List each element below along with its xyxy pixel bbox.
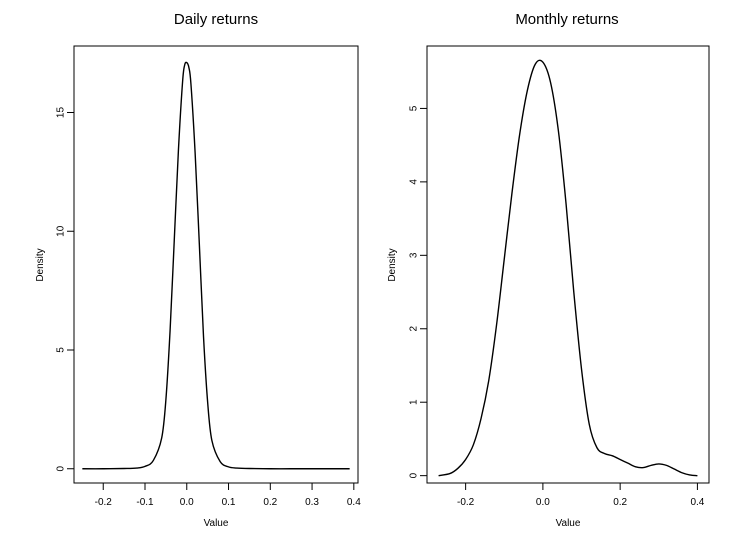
x-axis: -0.2 -0.1 0.0 0.1 0.2 0.3 0.4 (95, 483, 361, 508)
x-axis: -0.2 0.0 0.2 0.4 (457, 483, 705, 508)
y-tick-label: 1 (409, 399, 420, 405)
panel-daily-returns: Daily returns Value Density -0.2 -0.1 0.0 0… (35, 11, 361, 529)
x-tick-label: 0.0 (536, 497, 550, 508)
y-tick-label: 3 (409, 252, 420, 258)
y-tick-label: 5 (409, 105, 420, 111)
x-tick-label: 0.2 (263, 497, 277, 508)
y-tick-label: 0 (56, 466, 67, 472)
chart-title: Monthly returns (515, 11, 618, 28)
x-tick-label: 0.4 (690, 497, 704, 508)
plot-frame (426, 45, 710, 484)
y-tick-label: 5 (56, 347, 67, 353)
y-axis-label: Density (35, 248, 46, 281)
y-tick-label: 4 (409, 179, 420, 185)
y-axis-label: Density (387, 248, 398, 281)
x-axis-label: Value (556, 518, 581, 529)
density-line (438, 59, 698, 477)
plot-frame (73, 45, 359, 484)
chart-title: Daily returns (174, 11, 258, 28)
x-tick-label: -0.2 (457, 497, 475, 508)
y-axis: 0 5 10 15 (56, 107, 74, 472)
y-tick-label: 15 (56, 107, 67, 119)
density-line (82, 61, 350, 470)
y-axis: 0 1 2 3 4 5 (409, 105, 427, 478)
panel-monthly-returns: Monthly returns Value Density -0.2 0.0 0.2… (387, 11, 710, 529)
x-tick-label: -0.1 (136, 497, 154, 508)
y-tick-label: 2 (409, 326, 420, 332)
x-tick-label: 0.3 (305, 497, 319, 508)
y-tick-label: 10 (56, 225, 67, 237)
x-tick-label: -0.2 (95, 497, 113, 508)
y-tick-label: 0 (409, 472, 420, 478)
x-tick-label: 0.0 (180, 497, 194, 508)
x-tick-label: 0.4 (347, 497, 361, 508)
x-tick-label: 0.2 (613, 497, 627, 508)
x-tick-label: 0.1 (222, 497, 236, 508)
x-axis-label: Value (204, 518, 229, 529)
